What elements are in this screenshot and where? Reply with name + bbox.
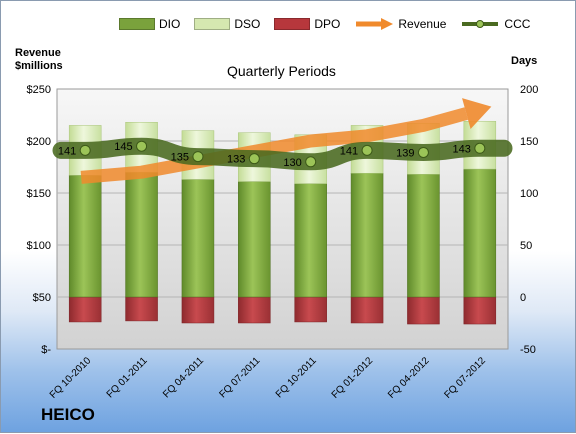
bar-dio [181, 179, 215, 298]
category-label: FQ 10-2011 [274, 355, 319, 400]
left-tick-label: $250 [27, 84, 51, 96]
ccc-marker [136, 140, 148, 152]
legend-item-ccc: CCC [460, 17, 530, 31]
bar-dpo [407, 296, 440, 325]
revenue-arrowhead [462, 98, 492, 129]
ccc-data-label: 133 [227, 154, 245, 166]
legend-swatch [194, 18, 231, 30]
legend-line-icon [462, 20, 499, 28]
left-tick-label: $- [41, 344, 51, 356]
revenue-line [80, 107, 469, 184]
left-tick-label: $150 [27, 188, 51, 200]
bar-dpo [181, 296, 215, 324]
plot-area [56, 88, 509, 350]
ccc-marker [79, 144, 91, 156]
right-axis-title: Days [511, 55, 538, 67]
category-label: FQ 04-2012 [386, 355, 432, 401]
legend-arrow-icon [356, 18, 394, 30]
left-tick-label: $100 [27, 240, 51, 252]
bar-dio [68, 175, 102, 298]
ccc-data-label: 141 [340, 145, 358, 157]
bar-dpo [294, 296, 327, 323]
category-label: FQ 07-2012 [442, 355, 488, 401]
ccc-marker [305, 156, 317, 168]
bar-dpo [463, 296, 497, 325]
legend-label: CCC [504, 17, 531, 31]
bar-dio [350, 172, 384, 298]
legend-label: DSO [234, 17, 261, 31]
left-tick-label: $200 [27, 136, 51, 148]
category-label: FQ 07-2011 [217, 355, 262, 400]
legend-label: DIO [159, 17, 181, 31]
bar-dio [125, 171, 158, 298]
legend-swatch [274, 18, 311, 30]
company-name: HEICO [41, 405, 95, 424]
bar-dio [463, 168, 497, 298]
ccc-marker [361, 144, 373, 156]
category-label: FQ 01-2011 [105, 355, 150, 400]
ccc-marker [248, 153, 260, 165]
legend-item-dio: DIO [119, 17, 180, 31]
bar-dio [294, 183, 327, 298]
ccc-data-label: 145 [114, 141, 132, 153]
ccc-data-label: 141 [58, 145, 76, 157]
ccc-data-label: 130 [283, 157, 301, 169]
right-tick-label: 100 [520, 188, 538, 200]
category-label: FQ 04-2011 [161, 355, 206, 400]
category-label: FQ 01-2012 [330, 355, 376, 401]
bar-dio [238, 181, 271, 298]
bar-dpo [125, 296, 158, 322]
ccc-data-label: 143 [452, 143, 470, 155]
ccc-data-label: 135 [171, 152, 189, 164]
legend-label: DPO [314, 17, 341, 31]
right-tick-label: 0 [520, 292, 526, 304]
legend-swatch [119, 18, 155, 30]
right-tick-label: 200 [520, 84, 538, 96]
right-tick-label: 150 [520, 136, 538, 148]
legend-item-dpo: DPO [274, 17, 340, 31]
legend-label: Revenue [398, 17, 447, 31]
plot-title: Quarterly Periods [227, 63, 336, 79]
legend: DIO DSO DPO Revenue CCC [119, 15, 544, 33]
right-tick-label: -50 [520, 344, 536, 356]
bar-dpo [68, 296, 102, 323]
category-label: FQ 10-2010 [48, 355, 94, 401]
left-axis-title: Revenue $millions [15, 47, 63, 72]
ccc-marker [474, 142, 486, 154]
ccc-data-label: 139 [396, 147, 414, 159]
bar-dpo [350, 296, 384, 324]
right-tick-label: 50 [520, 240, 532, 252]
bar-dio [407, 174, 440, 298]
legend-item-revenue: Revenue [354, 17, 446, 31]
left-tick-label: $50 [33, 292, 51, 304]
ccc-marker [417, 146, 429, 158]
bar-dpo [238, 296, 271, 324]
legend-item-dso: DSO [194, 17, 260, 31]
ccc-marker [192, 151, 204, 163]
